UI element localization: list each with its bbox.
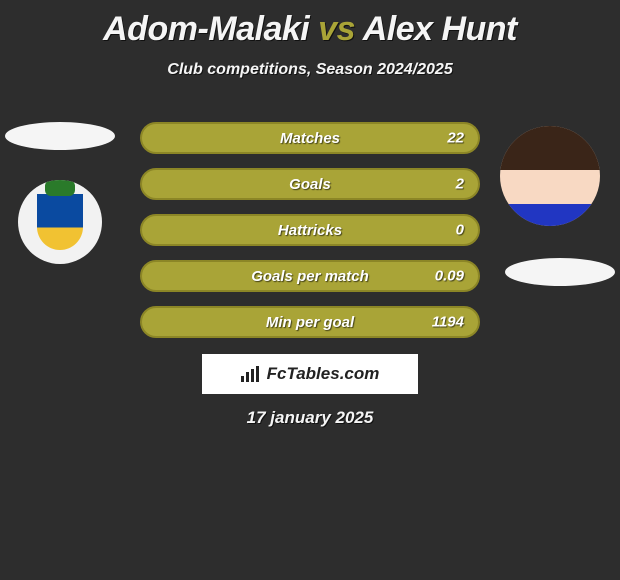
stat-value-right: 22 — [447, 130, 464, 147]
brand-box: FcTables.com — [202, 354, 418, 394]
date-text: 17 january 2025 — [0, 408, 620, 428]
stat-bar: Goals per match 0.09 — [140, 260, 480, 292]
stat-value-right: 2 — [456, 176, 464, 193]
stat-label: Goals per match — [251, 268, 369, 285]
chart-icon — [241, 366, 261, 382]
comparison-card: Adom-Malaki vs Alex Hunt Club competitio… — [0, 0, 620, 580]
stat-bar: Matches 22 — [140, 122, 480, 154]
player2-avatar — [500, 126, 600, 226]
page-title: Adom-Malaki vs Alex Hunt — [0, 0, 620, 49]
subtitle: Club competitions, Season 2024/2025 — [0, 61, 620, 79]
avatar-shirt — [500, 204, 600, 226]
stat-label: Hattricks — [278, 222, 342, 239]
player1-club-crest — [18, 180, 102, 264]
stat-label: Goals — [289, 176, 331, 193]
stat-bars: Matches 22 Goals 2 Hattricks 0 Goals per match… — [140, 122, 480, 352]
vs-label: vs — [318, 10, 355, 48]
stat-bar: Min per goal 1194 — [140, 306, 480, 338]
stat-value-right: 1194 — [432, 314, 464, 331]
player1-name: Adom-Malaki — [103, 10, 309, 48]
crest-icon — [37, 194, 83, 250]
stat-value-right: 0.09 — [435, 268, 464, 285]
stat-label: Matches — [280, 130, 340, 147]
stat-bar: Goals 2 — [140, 168, 480, 200]
stat-label: Min per goal — [266, 314, 354, 331]
stat-value-right: 0 — [456, 222, 464, 239]
brand-text: FcTables.com — [267, 364, 380, 384]
player2-club-crest-placeholder — [505, 258, 615, 286]
avatar-hair — [500, 126, 600, 170]
player2-name: Alex Hunt — [363, 10, 517, 48]
player1-avatar-placeholder — [5, 122, 115, 150]
stat-bar: Hattricks 0 — [140, 214, 480, 246]
